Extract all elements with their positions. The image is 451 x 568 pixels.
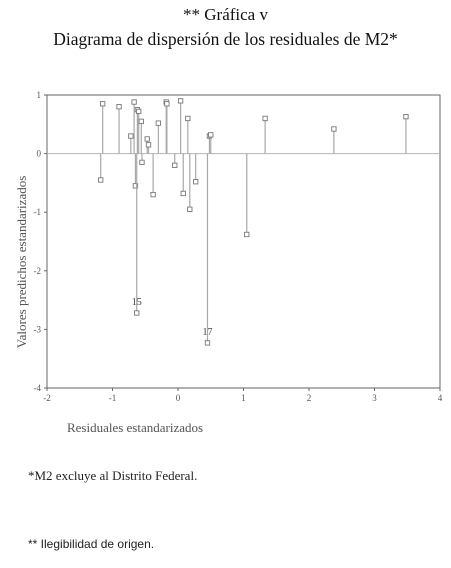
x-tick-label: 2 — [307, 393, 312, 403]
point-label: 15 — [132, 297, 142, 308]
data-point — [164, 101, 170, 107]
x-tick-label: 3 — [372, 393, 377, 403]
y-tick-label: -2 — [34, 266, 42, 276]
plot-frame — [46, 94, 441, 389]
data-point — [136, 108, 142, 115]
data-point — [185, 115, 191, 122]
x-tick-label: 4 — [438, 393, 443, 403]
footnote-m2: *M2 excluye al Distrito Federal. — [28, 468, 198, 483]
data-point — [144, 136, 150, 142]
data-point — [172, 162, 178, 168]
data-point — [134, 310, 140, 316]
point-label: 17 — [202, 327, 212, 338]
data-point — [177, 98, 184, 104]
data-point — [155, 120, 161, 126]
chart-title-line1: ** Gráfica v — [183, 5, 268, 24]
data-point — [244, 231, 250, 238]
data-point — [128, 133, 134, 139]
y-tick-label: -3 — [34, 324, 42, 334]
data-point — [180, 190, 186, 197]
data-point — [131, 99, 137, 105]
y-tick-label: -1 — [34, 207, 42, 217]
data-point — [98, 177, 104, 183]
footnote-illegibility: ** Ilegibilidad de origen. — [28, 537, 155, 551]
x-tick-label: -2 — [43, 393, 51, 403]
data-point — [208, 132, 214, 138]
data-point — [138, 118, 144, 125]
data-point — [193, 179, 199, 185]
data-point — [187, 206, 193, 212]
y-tick-label: -4 — [34, 383, 42, 393]
data-point — [116, 104, 122, 110]
data-point — [100, 101, 106, 107]
y-tick-label: 1 — [37, 90, 42, 100]
data-point — [145, 142, 152, 148]
data-point — [150, 191, 156, 198]
chart-title-line2: Diagrama de dispersión de los residuales… — [53, 29, 398, 49]
x-tick-label: -1 — [109, 393, 117, 403]
data-point — [132, 183, 139, 189]
scatter-chart: -2 -1 0 1 2 3 4 1 0 -1 -2 -3 -4 15 17 Residuales esta… — [14, 90, 443, 435]
data-point — [403, 114, 409, 120]
data-point — [204, 340, 211, 346]
data-point — [139, 159, 145, 166]
y-axis-label: Valores predichos estandarizados — [14, 176, 29, 349]
x-tick-label: 0 — [176, 393, 181, 403]
x-tick-label: 1 — [241, 393, 246, 403]
data-point — [262, 115, 268, 122]
data-point — [331, 126, 337, 132]
y-tick-label: 0 — [37, 149, 42, 159]
x-axis-label: Residuales estandarizados — [67, 420, 203, 435]
